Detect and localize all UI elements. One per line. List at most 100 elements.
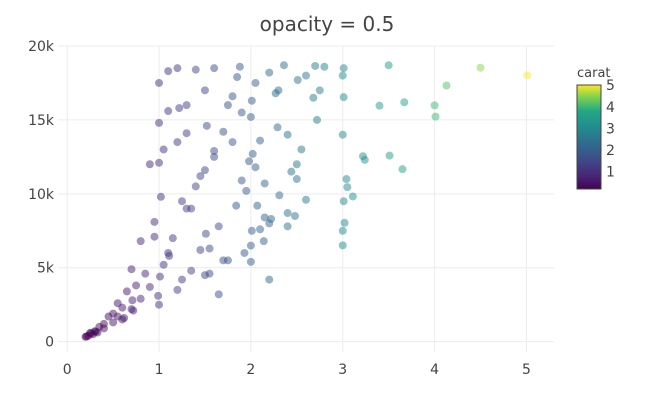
colorbar-ticks: 1 2 3 4 5 xyxy=(606,78,615,180)
scatter-point xyxy=(287,167,296,176)
x-tick-label: 1 xyxy=(155,362,164,378)
scatter-point xyxy=(398,165,407,174)
scatter-point xyxy=(187,266,196,275)
scatter-point xyxy=(210,64,219,73)
scatter-point xyxy=(104,312,113,321)
scatter-point xyxy=(343,183,352,192)
scatter-point xyxy=(173,285,182,294)
scatter-point xyxy=(150,217,159,226)
scatter-point xyxy=(240,248,249,257)
scatter-point xyxy=(385,151,394,160)
scatter-point xyxy=(155,300,164,309)
colorbar: carat 1 2 3 4 5 xyxy=(576,66,615,190)
scatter-point xyxy=(145,282,154,291)
scatter-point xyxy=(256,136,265,145)
scatter-point xyxy=(340,218,349,227)
scatter-point xyxy=(178,275,186,284)
scatter-point xyxy=(228,138,237,147)
scatter-point xyxy=(196,172,205,181)
scatter-point xyxy=(210,152,219,161)
scatter-point xyxy=(235,62,244,71)
scatter-point xyxy=(159,145,168,154)
scatter-point xyxy=(87,329,96,338)
scatter-point xyxy=(173,138,182,147)
scatter-point xyxy=(320,62,329,71)
scatter-point xyxy=(265,275,274,284)
scatter-point xyxy=(430,101,439,110)
scatter-point xyxy=(150,232,159,241)
scatter-point xyxy=(128,296,137,305)
scatter-point xyxy=(141,269,150,278)
scatter-point xyxy=(297,145,306,154)
scatter-point xyxy=(129,306,138,315)
x-tick-label: 0 xyxy=(63,362,72,378)
scatter-point xyxy=(242,186,251,195)
colorbar-tick-label: 5 xyxy=(606,78,615,94)
scatter-point xyxy=(283,130,292,139)
scatter-point xyxy=(431,112,440,121)
scatter-point xyxy=(219,127,228,136)
y-tick-label: 0 xyxy=(45,335,54,351)
colorbar-title: carat xyxy=(577,66,611,81)
scatter-point xyxy=(338,226,347,235)
scatter-point xyxy=(200,166,209,175)
x-tick-label: 4 xyxy=(430,362,439,378)
scatter-point xyxy=(292,160,301,169)
scatter-point xyxy=(311,61,320,70)
scatter-point xyxy=(122,287,131,296)
scatter-point xyxy=(342,175,351,184)
scatter-point xyxy=(251,78,260,87)
scatter-point xyxy=(290,212,299,220)
scatter-point xyxy=(400,98,409,107)
scatter-point xyxy=(165,251,174,260)
scatter-point xyxy=(265,68,274,77)
scatter-point xyxy=(164,67,173,76)
scatter-point xyxy=(159,260,168,269)
scatter-point xyxy=(182,129,191,138)
scatter-point xyxy=(246,112,255,121)
y-tick-label: 20k xyxy=(28,39,55,55)
scatter-point xyxy=(260,213,269,222)
scatter-point xyxy=(315,86,324,95)
scatter-point xyxy=(245,157,254,166)
scatter-point xyxy=(309,93,318,102)
scatter-point xyxy=(113,299,122,308)
scatter-points xyxy=(81,61,532,341)
axis-tick-labels: 0 1 2 3 4 5 0 5k 10k 15k 20k xyxy=(28,39,531,378)
scatter-point xyxy=(273,123,282,132)
scatter-point xyxy=(275,191,284,200)
scatter-point xyxy=(251,163,260,172)
scatter-point xyxy=(132,281,141,290)
scatter-point xyxy=(358,152,367,161)
scatter-point xyxy=(214,222,223,231)
y-tick-label: 15k xyxy=(28,113,55,129)
y-tick-label: 10k xyxy=(28,187,55,203)
scatter-point xyxy=(256,225,265,234)
scatter-point xyxy=(260,179,269,188)
scatter-point xyxy=(210,146,219,155)
scatter-point xyxy=(302,71,310,80)
scatter-point xyxy=(200,271,209,280)
scatter-point xyxy=(205,244,214,253)
scatter-point xyxy=(283,209,292,218)
chart-title: opacity = 0.5 xyxy=(260,12,395,36)
scatter-point xyxy=(375,101,384,110)
scatter-point xyxy=(338,241,347,250)
scatter-point xyxy=(182,204,191,213)
colorbar-tick-label: 2 xyxy=(606,143,615,159)
scatter-point xyxy=(175,104,184,113)
scatter-point xyxy=(201,229,210,238)
scatter-point xyxy=(248,149,257,158)
scatter-point xyxy=(233,73,242,82)
scatter-point xyxy=(232,201,241,210)
scatter-point xyxy=(339,93,348,102)
x-tick-label: 5 xyxy=(522,362,531,378)
scatter-point xyxy=(259,237,268,246)
colorbar-gradient xyxy=(576,84,602,190)
scatter-point xyxy=(476,63,485,72)
scatter-point xyxy=(145,160,154,169)
scatter-point xyxy=(283,222,292,231)
scatter-point xyxy=(265,219,274,228)
scatter-point xyxy=(120,314,129,322)
scatter-point xyxy=(339,197,348,206)
